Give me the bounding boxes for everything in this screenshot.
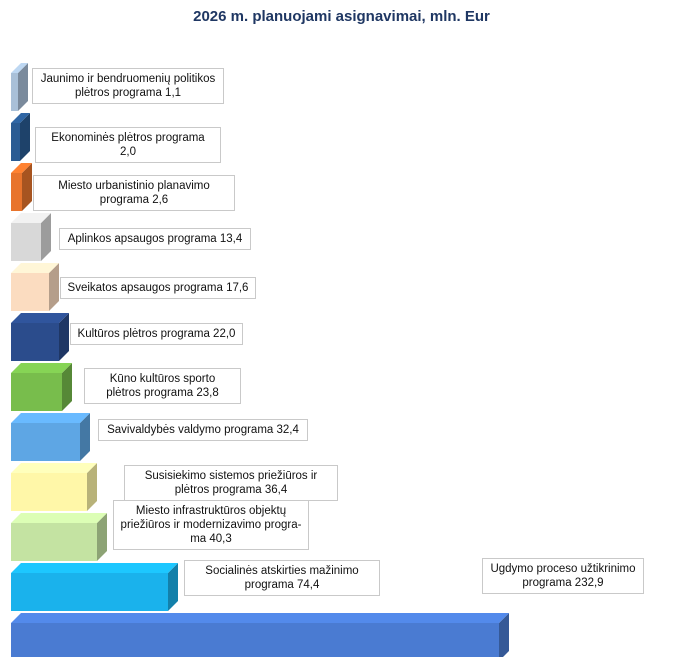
bar-3 bbox=[11, 513, 107, 561]
bar-front-1 bbox=[11, 623, 499, 657]
bar-top-2 bbox=[11, 563, 178, 573]
bar-5 bbox=[11, 413, 90, 461]
bar-7 bbox=[11, 313, 69, 361]
bar-top-10 bbox=[11, 163, 32, 173]
bar-front-12 bbox=[11, 73, 18, 111]
bar-top-11 bbox=[11, 113, 30, 123]
data-label-4: Susisiekimo sistemos priežiūros ir plėtr… bbox=[124, 465, 338, 501]
bar-front-5 bbox=[11, 423, 80, 461]
bar-11 bbox=[11, 113, 30, 161]
bar-front-9 bbox=[11, 223, 41, 261]
bar-top-8 bbox=[11, 263, 59, 273]
bar-side-4 bbox=[87, 463, 97, 511]
bar-front-2 bbox=[11, 573, 168, 611]
chart-title: 2026 m. planuojami asignavimai, mln. Eur bbox=[193, 8, 490, 25]
bar-top-7 bbox=[11, 313, 69, 323]
bar-front-3 bbox=[11, 523, 97, 561]
bar-side-5 bbox=[80, 413, 90, 461]
bar-1 bbox=[11, 613, 509, 657]
data-label-1: Ugdymo proceso užtikrinimo programa 232,… bbox=[482, 558, 644, 594]
bar-side-6 bbox=[62, 363, 72, 411]
bar-side-8 bbox=[49, 263, 59, 311]
bar-side-7 bbox=[59, 313, 69, 361]
bar-side-12 bbox=[18, 63, 28, 111]
bar-front-8 bbox=[11, 273, 49, 311]
bar-side-11 bbox=[20, 113, 30, 161]
data-label-12: Jaunimo ir bendruomenių politikos plėtro… bbox=[32, 68, 224, 104]
bar-front-10 bbox=[11, 173, 22, 211]
bar-side-1 bbox=[499, 613, 509, 657]
bar-top-3 bbox=[11, 513, 107, 523]
bar-9 bbox=[11, 213, 51, 261]
bar-12 bbox=[11, 63, 28, 111]
bar-4 bbox=[11, 463, 97, 511]
data-label-8: Sveikatos apsaugos programa 17,6 bbox=[60, 277, 256, 299]
data-label-6: Kūno kultūros sporto plėtros programa 23… bbox=[84, 368, 241, 404]
bar-top-12 bbox=[11, 63, 28, 73]
data-label-3: Miesto infrastruktūros objektų priežiūro… bbox=[113, 500, 309, 550]
data-label-10: Miesto urbanistinio planavimo programa 2… bbox=[33, 175, 235, 211]
bar-front-7 bbox=[11, 323, 59, 361]
bar-side-2 bbox=[168, 563, 178, 611]
bar-side-9 bbox=[41, 213, 51, 261]
bar-side-10 bbox=[22, 163, 32, 211]
data-label-7: Kultūros plėtros programa 22,0 bbox=[70, 323, 243, 345]
bar-8 bbox=[11, 263, 59, 311]
bar-6 bbox=[11, 363, 72, 411]
data-label-11: Ekonominės plėtros programa 2,0 bbox=[35, 127, 221, 163]
bar-top-1 bbox=[11, 613, 509, 623]
bar-2 bbox=[11, 563, 178, 611]
bar-top-6 bbox=[11, 363, 72, 373]
bar-top-9 bbox=[11, 213, 51, 223]
bar-side-3 bbox=[97, 513, 107, 561]
data-label-2: Socialinės atskirties mažinimo programa … bbox=[184, 560, 380, 596]
bar-front-6 bbox=[11, 373, 62, 411]
data-label-5: Savivaldybės valdymo programa 32,4 bbox=[98, 419, 308, 441]
bar-front-11 bbox=[11, 123, 20, 161]
bar-top-5 bbox=[11, 413, 90, 423]
data-label-9: Aplinkos apsaugos programa 13,4 bbox=[59, 228, 251, 250]
bar-front-4 bbox=[11, 473, 87, 511]
bar-top-4 bbox=[11, 463, 97, 473]
bar-10 bbox=[11, 163, 32, 211]
